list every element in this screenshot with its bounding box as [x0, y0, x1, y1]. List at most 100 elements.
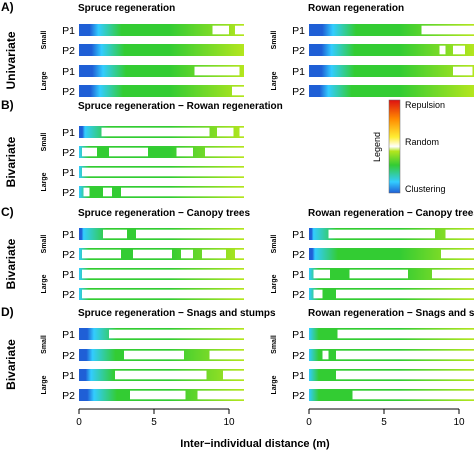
random-segment — [124, 350, 184, 360]
plot-label: P2 — [292, 45, 305, 57]
legend-colorbar — [388, 99, 401, 194]
strip-row: P1 — [292, 65, 474, 78]
plot-label: P2 — [62, 86, 75, 98]
plot-label: P1 — [62, 25, 75, 37]
plot-label: P2 — [292, 390, 305, 402]
strip-row: P2 — [62, 288, 244, 301]
legend-title: Legend — [372, 132, 382, 162]
tick-label: 0 — [76, 417, 82, 428]
plot-label: P1 — [62, 269, 75, 281]
random-segment — [328, 229, 435, 239]
plot-label: P2 — [292, 350, 305, 362]
strip-p1 — [309, 65, 474, 77]
strip-row: P1 — [292, 369, 474, 382]
size-label-large: Large — [271, 375, 278, 394]
size-label-small: Small — [271, 31, 278, 50]
random-segment — [439, 45, 446, 55]
random-segment — [133, 249, 172, 259]
plot-label: P1 — [292, 269, 305, 281]
strip-row: P2 — [292, 288, 474, 301]
plot-label: P1 — [62, 370, 75, 382]
plot-label: P2 — [292, 289, 305, 301]
plot-label: P1 — [62, 167, 75, 179]
random-segment — [352, 390, 474, 400]
section-letter: D) — [1, 305, 14, 319]
tick-label: 5 — [151, 417, 157, 428]
random-segment — [235, 25, 244, 35]
random-segment — [82, 269, 244, 279]
tick-label: 0 — [306, 417, 312, 428]
panel-title: Spruce regeneration − Canopy trees — [78, 208, 250, 219]
x-axis-title: Inter−individual distance (m) — [180, 438, 330, 450]
legend-top-label: Repulsion — [405, 100, 445, 110]
method-label: Bivariate — [4, 339, 18, 390]
random-segment — [445, 229, 474, 239]
strip-row: P2 — [62, 349, 244, 362]
random-segment — [313, 289, 323, 299]
random-segment — [82, 147, 97, 157]
size-label-large: Large — [41, 274, 48, 293]
random-segment — [194, 66, 240, 76]
panel-title: Rowan regeneration − Snags and stumps — [308, 308, 474, 319]
plot-label: P1 — [62, 229, 75, 241]
size-label-large: Large — [41, 375, 48, 394]
random-segment — [209, 350, 244, 360]
panel-3: Spruce regeneration − Rowan regeneration… — [41, 101, 283, 199]
strip-row: P2 — [62, 389, 244, 402]
random-segment — [109, 329, 244, 339]
random-segment — [121, 187, 244, 197]
panel-title: Spruce regeneration — [78, 3, 175, 14]
panel-title: Spruce regeneration − Snags and stumps — [78, 308, 276, 319]
random-segment — [441, 249, 474, 259]
panel-title: Rowan regeneration — [308, 3, 404, 14]
plot-label: P1 — [292, 229, 305, 241]
tick-label: 10 — [453, 417, 465, 428]
strip-p2 — [309, 44, 474, 56]
random-segment — [336, 350, 474, 360]
random-segment — [336, 370, 474, 380]
strip-row: P1 — [292, 268, 474, 281]
panel-7: Rowan regeneration − Snags and stumps P1 P… — [271, 308, 474, 402]
labels-layer: A) Univariate B) Bivariate C) Bivariate D) Biva… — [1, 0, 18, 390]
random-segment — [103, 229, 127, 239]
random-segment — [115, 370, 207, 380]
strip-row: P2 — [292, 349, 474, 362]
strip-p2 — [309, 85, 474, 97]
strip-p2 — [79, 44, 244, 56]
panel-title: Rowan regeneration − Canopy trees — [308, 208, 474, 219]
random-segment — [205, 147, 244, 157]
size-label-small: Small — [41, 31, 48, 50]
strip-row: P2 — [292, 248, 474, 261]
strip-row: P1 — [292, 228, 474, 241]
panels-layer: Spruce regenerationP1P2P1P2SmallLargeRow… — [41, 3, 474, 402]
random-segment — [212, 25, 229, 35]
strip-row: P1 — [62, 24, 244, 37]
method-label: Univariate — [4, 31, 18, 89]
random-segment — [432, 269, 474, 279]
plot-label: P1 — [62, 127, 75, 139]
plot-label: P1 — [62, 66, 75, 78]
panel-4: Spruce regeneration − Canopy treesP1P2P1… — [41, 208, 250, 301]
plot-label: P1 — [292, 370, 305, 382]
random-segment — [82, 289, 244, 299]
plot-label: P2 — [292, 86, 305, 98]
random-segment — [136, 229, 244, 239]
random-segment — [453, 45, 465, 55]
strip-p1 — [79, 24, 244, 36]
strip-row: P2 — [62, 248, 244, 261]
strip-row: P2 — [292, 85, 474, 98]
random-segment — [130, 390, 186, 400]
random-segment — [349, 269, 408, 279]
strip-p2 — [79, 85, 244, 97]
random-segment — [103, 187, 112, 197]
strip-row: P2 — [62, 186, 244, 199]
random-segment — [453, 66, 473, 76]
random-segment — [313, 269, 330, 279]
strip-row: P1 — [62, 65, 244, 78]
random-segment — [232, 86, 244, 96]
legend: Legend Repulsion Random Clustering — [372, 99, 446, 194]
panel-6: Spruce regeneration − Snags and stumps P1… — [41, 308, 276, 402]
random-segment — [235, 249, 244, 259]
